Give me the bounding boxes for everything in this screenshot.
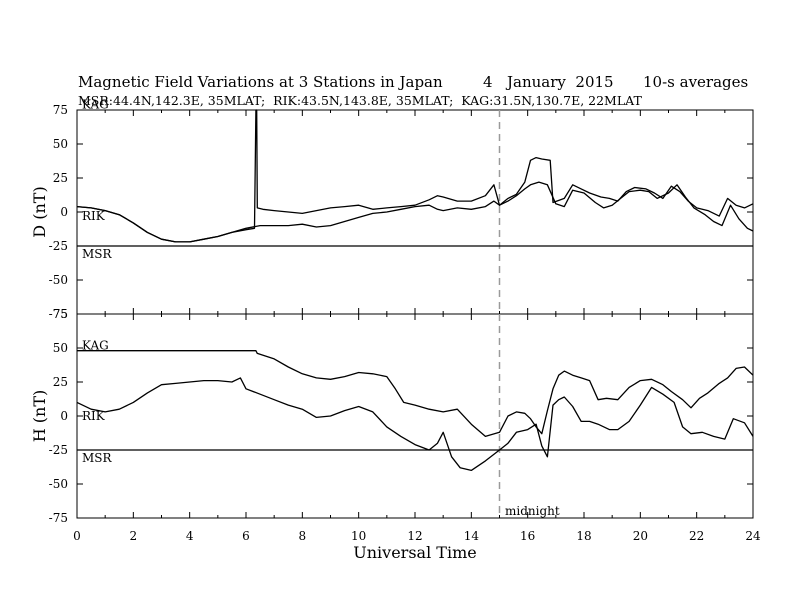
averaging-label: 10-s averages: [643, 73, 748, 91]
d-ytick-label: 75: [53, 103, 68, 117]
xtick-label: 4: [186, 529, 194, 543]
station-label-rik: RIK: [82, 209, 106, 223]
chart-title: Magnetic Field Variations at 3 Stations …: [78, 73, 443, 91]
h-ytick-label: -50: [49, 477, 68, 491]
x-axis-label: Universal Time: [353, 543, 476, 562]
xtick-label: 20: [633, 529, 648, 543]
d-ytick-label: 25: [53, 171, 68, 185]
xtick-label: 2: [130, 529, 138, 543]
station-label-msr: MSR: [82, 247, 113, 261]
d-axis-label: D (nT): [30, 186, 49, 237]
xtick-label: 22: [689, 529, 704, 543]
h-ytick-label: -75: [49, 511, 68, 525]
xtick-label: 14: [464, 529, 480, 543]
xtick-label: 10: [351, 529, 366, 543]
h-ytick-label: -25: [49, 443, 68, 457]
d-ytick-label: -50: [49, 273, 68, 287]
d-ytick-label: -25: [49, 239, 68, 253]
d-ytick-label: 0: [60, 205, 68, 219]
h-axis-label: H (nT): [30, 390, 49, 443]
station-label-kag: KAG: [82, 98, 109, 112]
h-ytick-label: 25: [53, 375, 68, 389]
station-labels: KAG RIK MSR KAG RIK MSR: [82, 98, 113, 466]
xtick-label: 8: [299, 529, 307, 543]
d-ytick-label: -75: [49, 307, 68, 321]
xtick-label: 18: [576, 529, 591, 543]
xtick-label: 6: [242, 529, 250, 543]
h-ytick-label: 0: [60, 409, 68, 423]
h-trace-rik: [76, 377, 754, 472]
station-label-kag: KAG: [82, 338, 109, 352]
midnight-label: midnight: [505, 504, 560, 518]
xtick-label: 12: [407, 529, 422, 543]
date-month-year: January 2015: [505, 73, 614, 91]
xtick-label: 24: [745, 529, 761, 543]
station-label-rik: RIK: [82, 409, 106, 423]
h-trace-kag: [77, 350, 754, 438]
d-trace-rik: [76, 181, 754, 243]
xtick-label: 16: [520, 529, 535, 543]
d-ytick-label: 50: [53, 137, 68, 151]
h-ytick-label: 75: [53, 307, 68, 321]
data-traces: [76, 109, 754, 472]
station-label-msr: MSR: [82, 451, 113, 465]
h-ytick-label: 50: [53, 341, 68, 355]
date-day: 4: [483, 73, 493, 91]
stations-subtitle: MSR:44.4N,142.3E, 35MLAT; RIK:43.5N,143.…: [78, 93, 642, 108]
xtick-label: 0: [73, 529, 81, 543]
